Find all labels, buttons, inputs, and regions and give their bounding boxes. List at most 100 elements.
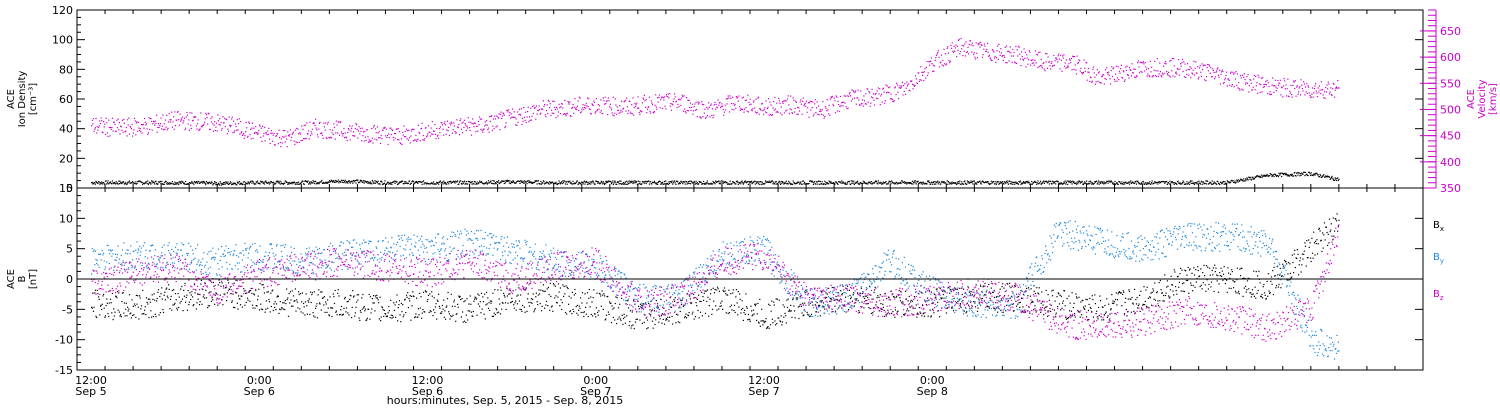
data-point [1104, 77, 1106, 80]
data-point [504, 125, 507, 127]
data-point [284, 130, 286, 132]
data-point [1036, 54, 1038, 56]
data-point [1300, 79, 1302, 81]
data-point [829, 182, 831, 184]
data-point [128, 294, 131, 296]
data-point [1118, 70, 1120, 72]
data-point [931, 181, 933, 183]
data-point [1051, 65, 1054, 67]
data-point [116, 182, 119, 184]
data-point [490, 180, 492, 182]
data-point [590, 296, 592, 298]
data-point [997, 180, 999, 183]
data-point [346, 140, 348, 142]
data-point [378, 318, 380, 320]
data-point [930, 57, 932, 59]
data-point [256, 132, 258, 134]
data-point [556, 183, 558, 185]
data-point [290, 139, 292, 141]
data-point [696, 115, 698, 118]
data-point [1112, 68, 1114, 70]
data-point [1296, 86, 1298, 88]
data-point [183, 117, 185, 119]
data-point [493, 312, 495, 314]
data-point [1225, 74, 1227, 77]
data-point [1080, 181, 1082, 183]
data-point [1166, 73, 1168, 75]
data-point [168, 284, 170, 286]
data-point [600, 182, 602, 184]
data-point [1249, 178, 1251, 180]
data-point [561, 181, 563, 183]
data-point [1070, 182, 1072, 184]
data-point [272, 289, 274, 291]
data-point [935, 183, 937, 185]
data-point [544, 104, 546, 106]
data-point [458, 295, 460, 297]
data-point [246, 136, 249, 138]
data-point [672, 104, 674, 106]
data-point [925, 66, 927, 68]
data-point [1182, 70, 1184, 72]
data-point [1114, 180, 1116, 183]
data-point [515, 118, 517, 120]
data-point [933, 181, 935, 183]
data-point [278, 180, 280, 182]
data-point [1024, 57, 1026, 59]
data-point [127, 310, 129, 312]
data-point [402, 316, 404, 318]
data-point [109, 135, 111, 137]
data-point [178, 124, 180, 126]
data-point [574, 288, 576, 291]
data-point [436, 318, 438, 320]
data-point [486, 124, 488, 126]
data-point [677, 98, 679, 100]
data-point [739, 181, 741, 183]
data-point [569, 101, 571, 103]
data-point [1048, 61, 1050, 63]
data-point [189, 112, 191, 114]
data-point [557, 296, 559, 298]
data-point [214, 303, 216, 305]
data-point [515, 300, 517, 302]
data-point [1314, 174, 1316, 176]
data-point [359, 127, 361, 130]
data-point [1274, 173, 1276, 175]
data-point [742, 182, 744, 184]
data-point [526, 183, 528, 185]
data-point [660, 97, 662, 99]
data-point [830, 181, 832, 183]
data-point [422, 309, 424, 311]
data-point [1099, 181, 1101, 183]
data-point [819, 180, 821, 183]
data-point [116, 119, 118, 121]
data-point [954, 47, 956, 49]
data-point [578, 181, 580, 184]
data-point [1042, 62, 1044, 65]
data-point [1181, 62, 1183, 64]
data-point [160, 183, 162, 185]
data-point [259, 125, 261, 127]
data-point [1297, 174, 1299, 176]
data-point [1074, 64, 1076, 66]
data-point [983, 48, 985, 50]
data-point [536, 301, 538, 303]
data-point [592, 315, 594, 317]
data-point [467, 183, 469, 185]
data-point [1257, 74, 1259, 76]
data-point [487, 182, 489, 184]
data-point [1279, 82, 1281, 84]
data-point [153, 182, 155, 184]
data-point [1142, 180, 1144, 182]
data-point [1069, 59, 1071, 61]
data-point [657, 181, 659, 183]
data-point [802, 180, 804, 182]
data-point [638, 107, 640, 109]
data-point [477, 183, 479, 185]
data-point [971, 180, 973, 183]
data-point [360, 130, 362, 132]
data-point [348, 129, 350, 131]
data-point [1006, 62, 1008, 64]
right-tick-label: 600 [1440, 51, 1461, 64]
data-point [242, 134, 244, 136]
